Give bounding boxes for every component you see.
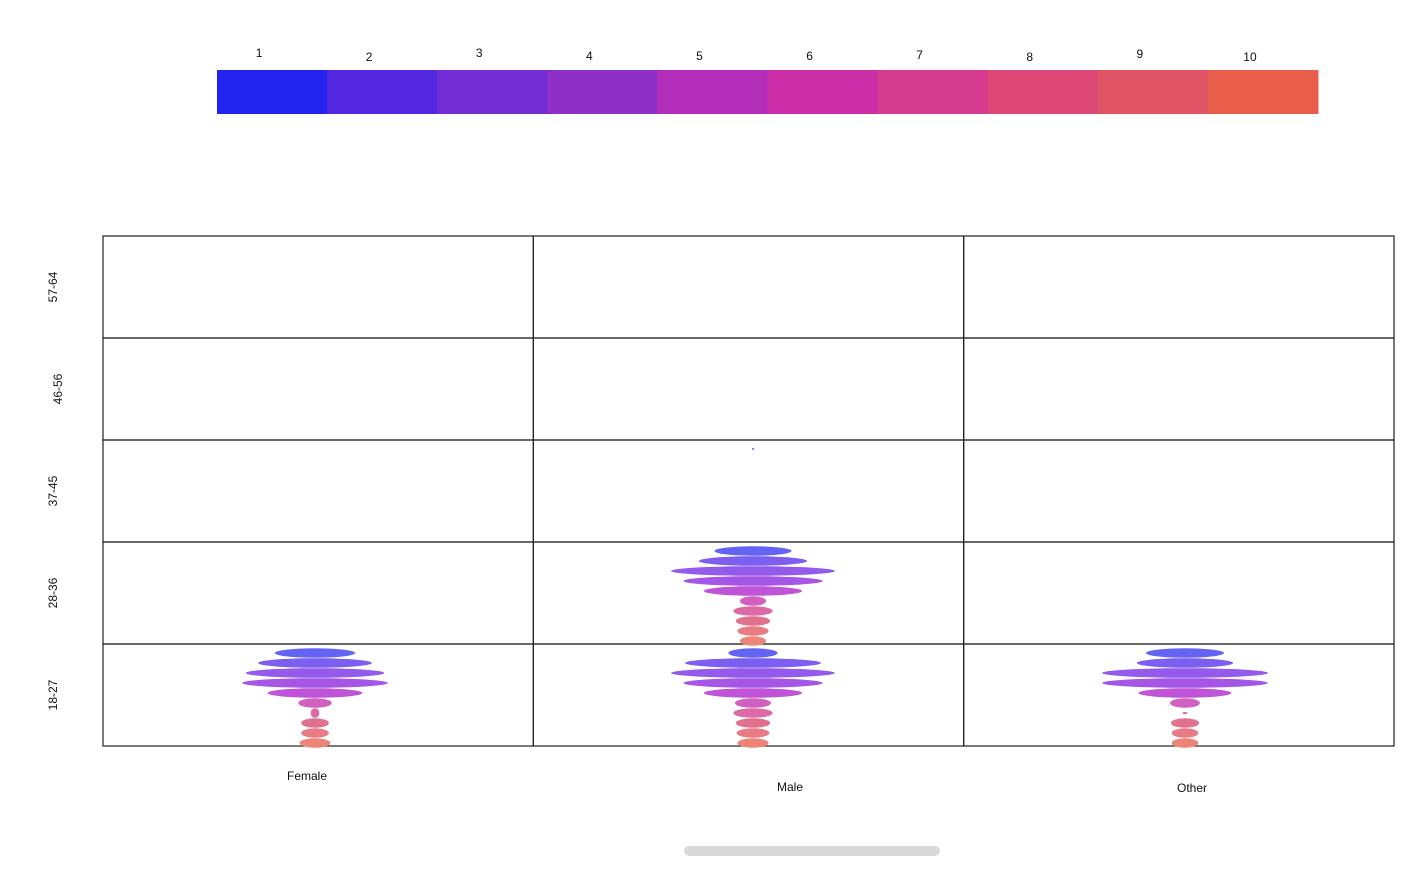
y-axis-labels: 18-27 28-36 37-45 46-56 57-64 — [46, 271, 65, 710]
legend-label-5: 5 — [696, 49, 703, 63]
legend-swatch-3 — [437, 70, 548, 114]
glyph-level-4 — [1102, 678, 1268, 688]
glyph-level-10 — [737, 738, 769, 748]
glyph-level-1 — [714, 546, 792, 556]
glyph-level-8 — [1170, 718, 1200, 728]
grid-cell — [532, 439, 965, 543]
glyph-level-7 — [310, 708, 320, 718]
glyph-level-9 — [1171, 728, 1199, 738]
glyph-layer — [242, 448, 1268, 748]
legend-label-7: 7 — [916, 48, 923, 62]
glyph-level-5 — [703, 586, 803, 596]
legend-label-6: 6 — [806, 49, 813, 63]
glyph-level-4 — [683, 576, 823, 586]
glyph-level-1 — [752, 448, 754, 450]
grid-cell — [532, 337, 965, 441]
glyph-female-18-27 — [242, 648, 388, 748]
y-tick-label: 37-45 — [46, 475, 60, 506]
glyph-level-2 — [1136, 658, 1234, 668]
glyph-male-18-27 — [671, 648, 835, 748]
legend-label-8: 8 — [1026, 50, 1033, 64]
grid-cell — [963, 439, 1395, 543]
grid-cell — [532, 235, 965, 339]
legend-swatch-9 — [1097, 70, 1209, 114]
y-tick-label: 28-36 — [46, 577, 60, 608]
glyph-level-5 — [1138, 688, 1232, 698]
glyph-level-5 — [267, 688, 363, 698]
glyph-other-18-27 — [1102, 648, 1268, 748]
x-tick-label: Other — [1177, 781, 1207, 795]
y-tick-label: 18-27 — [46, 679, 60, 710]
legend-label-10: 10 — [1243, 50, 1257, 64]
glyph-level-8 — [735, 616, 771, 626]
x-tick-label: Female — [287, 769, 327, 783]
glyph-level-1 — [274, 648, 356, 658]
legend-swatch-6 — [767, 70, 879, 114]
legend-swatch-10 — [1207, 70, 1319, 114]
glyph-level-6 — [1170, 698, 1200, 708]
glyph-level-3 — [1102, 668, 1268, 678]
glyph-level-4 — [242, 678, 388, 688]
glyph-level-7 — [733, 606, 773, 616]
glyph-level-9 — [736, 728, 770, 738]
grid-cell — [963, 235, 1395, 339]
glyph-level-3 — [671, 668, 835, 678]
glyph-level-3 — [671, 566, 835, 576]
glyph-level-9 — [737, 626, 769, 636]
x-axis-labels: Female Male Other — [287, 769, 1207, 795]
y-tick-label: 46-56 — [51, 373, 65, 404]
grid-cell — [102, 439, 534, 543]
glyph-level-8 — [735, 718, 771, 728]
glyph-level-1 — [1145, 648, 1225, 658]
glyph-level-2 — [698, 556, 808, 566]
grid-cell — [963, 541, 1395, 645]
legend-label-4: 4 — [586, 49, 593, 63]
legend-label-1: 1 — [256, 46, 263, 60]
legend-swatch-4 — [547, 70, 658, 114]
legend-swatch-7 — [877, 70, 989, 114]
glyph-level-10 — [1171, 738, 1199, 748]
color-legend: 1 2 3 4 5 6 7 8 9 10 — [217, 46, 1319, 114]
grid-cell — [102, 337, 534, 441]
glyph-level-10 — [299, 738, 331, 748]
legend-label-3: 3 — [476, 46, 483, 60]
legend-swatch-2 — [327, 70, 438, 114]
glyph-level-9 — [301, 728, 329, 738]
legend-swatch-5 — [657, 70, 768, 114]
grid-cell — [963, 337, 1395, 441]
horizontal-scrollbar[interactable] — [684, 846, 940, 856]
legend-label-2: 2 — [366, 50, 373, 64]
legend-label-9: 9 — [1137, 47, 1144, 61]
legend-swatch-1 — [217, 70, 328, 114]
glyph-level-8 — [301, 718, 329, 728]
glyph-level-4 — [683, 678, 823, 688]
glyph-level-6 — [739, 596, 767, 606]
glyph-level-6 — [734, 698, 772, 708]
glyph-level-6 — [298, 698, 332, 708]
glyph-male-28-36 — [671, 546, 835, 646]
glyph-level-1 — [728, 648, 778, 658]
grid-cell — [102, 235, 534, 339]
glyph-male-37-45 — [752, 448, 754, 450]
glyph-level-2 — [258, 658, 372, 668]
glyph-level-3 — [245, 668, 385, 678]
legend-swatch-8 — [987, 70, 1099, 114]
grid-cell — [102, 541, 534, 645]
glyph-level-7 — [1182, 712, 1188, 714]
glyph-level-7 — [733, 708, 773, 718]
glyph-level-5 — [703, 688, 803, 698]
y-tick-label: 57-64 — [46, 271, 60, 302]
x-tick-label: Male — [777, 780, 803, 794]
glyph-level-2 — [684, 658, 822, 668]
glyph-level-10 — [739, 636, 767, 646]
